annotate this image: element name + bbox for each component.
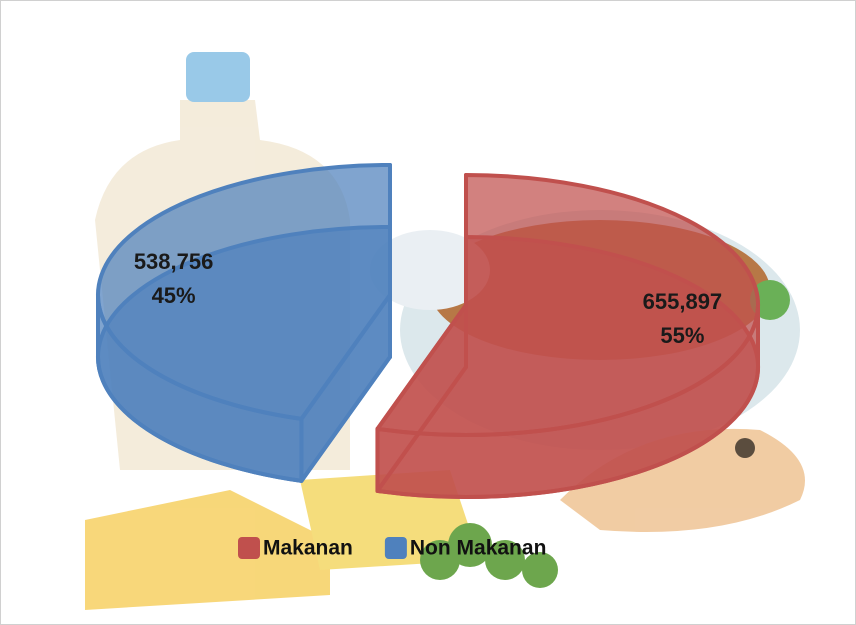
legend-swatch xyxy=(238,537,260,559)
legend: Makanan Non Makanan xyxy=(238,537,546,560)
legend-label: Non Makanan xyxy=(410,537,547,560)
percent-label: 45% xyxy=(152,283,196,308)
fish-eye xyxy=(735,438,755,458)
value-label: 655,897 xyxy=(643,289,723,314)
value-label: 538,756 xyxy=(134,249,214,274)
legend-label: Makanan xyxy=(263,537,353,560)
legend-swatch xyxy=(385,537,407,559)
percent-label: 55% xyxy=(660,323,704,348)
jug-cap xyxy=(186,52,250,102)
chart: 655,897 55% 538,756 45% Makanan Non Makanan xyxy=(0,0,856,625)
